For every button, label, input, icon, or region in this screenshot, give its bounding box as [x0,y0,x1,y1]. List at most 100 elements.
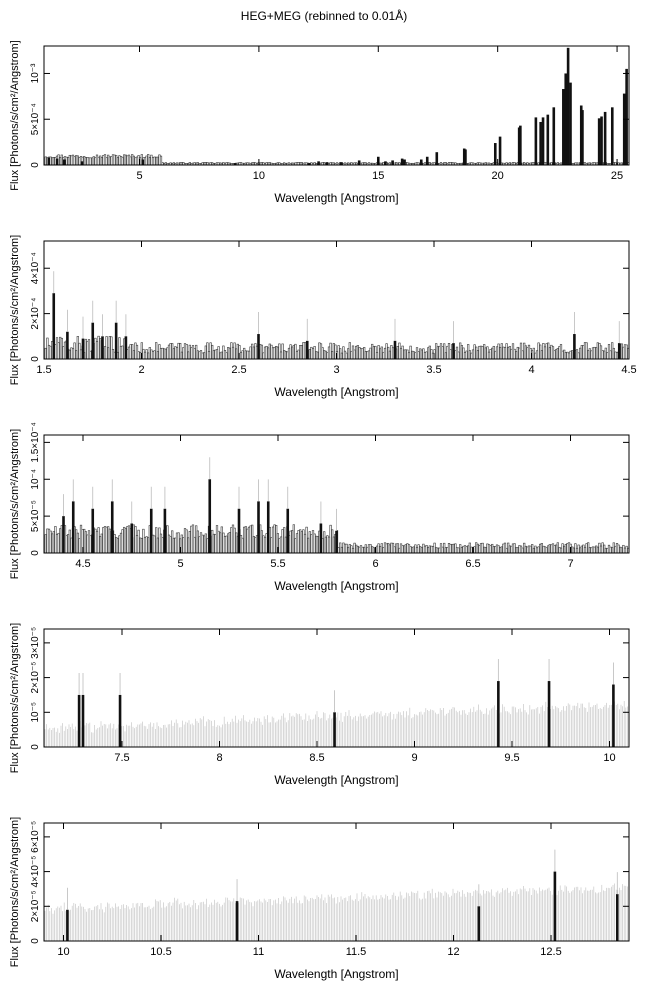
data-bar [498,136,502,165]
data-bar [400,158,404,165]
data-bar [305,340,309,359]
data-bar [325,162,329,165]
data-bar [233,163,237,165]
x-tick-label: 2.5 [231,364,246,376]
data-bar [357,160,361,165]
x-tick-label: 6 [372,558,378,570]
data-bar [597,118,601,165]
spectrum-continuum [44,701,628,747]
data-bar [391,160,394,165]
y-axis-label: Flux [Photons/s/cm²/Angstrom] [9,429,21,579]
data-bar [603,111,607,165]
data-bar [493,143,497,165]
x-tick-label: 4.5 [75,558,90,570]
data-bar [573,334,576,359]
data-bar [307,163,311,165]
data-bar [569,82,572,165]
y-tick-label: 2×10⁻⁴ [30,298,41,330]
x-tick-label: 6.5 [465,558,480,570]
data-bar [616,894,619,941]
y-tick-label: 3×10⁻⁵ [30,627,41,659]
data-marks [52,271,621,359]
data-bar [91,322,95,359]
x-tick-label: 10 [603,752,615,764]
x-tick-label: 10 [253,170,265,182]
x-axis-label: Wavelength [Angstrom] [274,967,398,981]
data-bar [317,161,320,165]
chart-panel-5: 10 10.5 11 11.5 12 12.5 0 2×10⁻⁵ 4×10⁻⁵ 6×10⁻⁵ Wav… [9,817,630,981]
plot-frame [43,45,630,166]
data-bar [547,681,551,747]
chart-panel-3: 4.5 5 5.5 6 6.5 7 0 5×10⁻⁵ 10⁻⁴ 1.5×10⁻⁴ Wavelengt… [9,422,630,593]
data-bar [477,906,481,941]
plot-frame [43,434,630,554]
data-bar [81,338,85,359]
data-bar [419,159,423,165]
y-tick-label: 0 [30,550,41,556]
data-bar [52,293,56,359]
data-bar [519,125,522,165]
data-bar [425,156,429,165]
data-bar [101,336,104,359]
data-bar [257,334,260,359]
data-bar [319,523,323,553]
data-bar [612,684,615,747]
data-bar [130,523,134,553]
x-tick-label: 4 [528,364,534,376]
data-bar [237,508,241,553]
y-axis-label: Flux [Photons/s/cm²/Angstrom] [9,40,21,190]
data-marks [47,47,628,166]
x-tick-label: 1.5 [36,364,51,376]
x-axis-label: Wavelength [Angstrom] [274,579,398,593]
y-tick-label: 10⁻⁵ [30,702,41,723]
x-axis-label: Wavelength [Angstrom] [274,773,398,787]
data-bar [257,501,260,553]
data-bar [600,116,603,165]
data-bar [610,107,614,165]
x-tick-label: 20 [492,170,504,182]
y-tick-label: 6×10⁻⁵ [30,821,41,853]
data-bar [566,47,570,166]
data-bar [553,871,557,941]
x-tick-label: 9.5 [504,752,519,764]
x-axis-label: Wavelength [Angstrom] [274,385,398,399]
data-bar [539,121,542,165]
data-bar [149,508,153,553]
y-axis-label: Flux [Photons/s/cm²/Angstrom] [9,623,21,773]
data-marks [62,457,338,553]
data-bar [393,340,397,359]
x-tick-label: 3.5 [426,364,441,376]
data-bar [266,501,270,553]
data-marks [77,659,615,747]
y-tick-label: 5×10⁻⁵ [30,500,41,532]
y-axis-label: Flux [Photons/s/cm²/Angstrom] [9,817,21,967]
x-tick-label: 5 [136,170,142,182]
data-bar [163,508,167,553]
data-bar [91,508,95,553]
x-tick-label: 12.5 [540,946,561,958]
data-bar [286,508,290,553]
data-bar [235,901,239,941]
data-bar [435,152,439,165]
x-tick-label: 11.5 [346,946,367,958]
data-bar [339,162,343,165]
y-tick-label: 0 [30,162,41,168]
data-bar [333,712,336,747]
x-tick-label: 25 [611,170,623,182]
y-tick-label: 10⁻³ [30,63,41,83]
x-tick-label: 15 [372,170,384,182]
data-bar [384,161,387,165]
x-tick-label: 4.5 [621,364,636,376]
data-bar [622,93,626,165]
x-tick-label: 5 [177,558,183,570]
data-bar [110,501,114,553]
x-tick-label: 10.5 [150,946,171,958]
data-bar [77,694,81,747]
data-bar [114,322,118,359]
data-bar [66,909,69,941]
y-tick-label: 4×10⁻⁴ [30,252,41,284]
data-bar [581,110,584,165]
y-tick-label: 10⁻⁴ [30,469,41,490]
data-bar [124,336,128,359]
data-bar [71,501,75,553]
